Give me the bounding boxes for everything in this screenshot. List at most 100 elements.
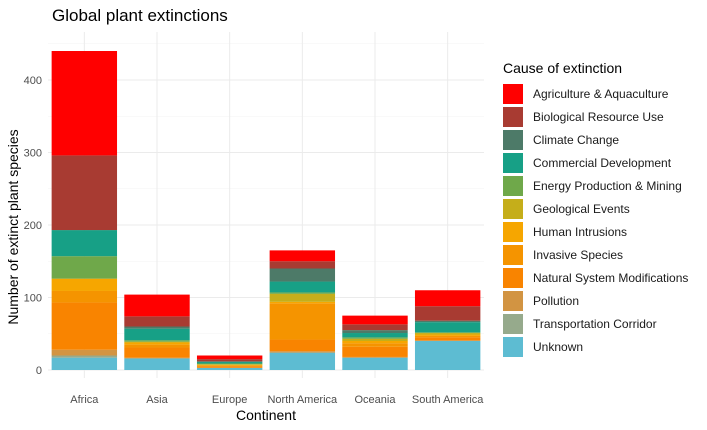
bar-segment: [414, 333, 481, 335]
legend-item: Energy Production & Mining: [503, 174, 688, 197]
bar-segment: [414, 335, 481, 338]
bar-segment: [124, 294, 190, 317]
legend-label: Climate Change: [533, 132, 620, 147]
legend-item: Pollution: [503, 289, 688, 312]
legend-swatch: [503, 221, 523, 242]
legend-label: Human Intrusions: [533, 224, 628, 239]
bar-segment: [124, 340, 190, 342]
legend-swatch: [503, 198, 523, 219]
bar-segment: [342, 356, 408, 358]
bar-segment: [196, 364, 263, 365]
legend-item: Biological Resource Use: [503, 105, 688, 128]
bar-segment: [269, 303, 336, 340]
bar-segment: [342, 315, 408, 325]
legend-label: Unknown: [533, 339, 584, 354]
bar-segment: [269, 268, 336, 282]
legend-label: Agriculture & Aquaculture: [533, 86, 669, 101]
legend-label: Pollution: [533, 293, 580, 308]
bar-segment: [51, 278, 118, 291]
bar-segment: [414, 320, 481, 323]
bar-segment: [51, 290, 118, 303]
bar-segment: [51, 51, 118, 156]
bar-segment: [124, 326, 190, 329]
bar-segment: [342, 346, 408, 357]
chart-title: Global plant extinctions: [52, 6, 228, 25]
bar-segment: [414, 341, 481, 370]
bar-segment: [196, 364, 263, 366]
legend-item: Human Intrusions: [503, 220, 688, 243]
bar-segment: [51, 349, 118, 356]
x-tick-label: Africa: [70, 394, 99, 406]
bar-segment: [269, 250, 336, 262]
bar-segment: [414, 306, 481, 321]
legend-label: Biological Resource Use: [533, 109, 664, 124]
y-tick-label: 200: [24, 220, 42, 232]
legend-swatch: [503, 152, 523, 173]
legend-title: Cause of extinction: [503, 60, 623, 76]
bar-segment: [124, 357, 190, 359]
legend-swatch: [503, 244, 523, 265]
bar-segment: [51, 256, 118, 279]
bar-segment: [196, 361, 263, 363]
y-tick-label: 400: [24, 75, 42, 87]
legend-item: Climate Change: [503, 128, 688, 151]
y-tick-label: 0: [36, 365, 42, 377]
x-tick-label: Asia: [146, 394, 168, 406]
bar-segment: [342, 330, 408, 334]
x-tick-label: South America: [412, 394, 484, 406]
y-axis-title: Number of extinct plant species: [5, 129, 21, 324]
bar-segment: [196, 363, 263, 365]
bar-segment: [124, 341, 190, 343]
bar-segment: [196, 365, 263, 367]
bar-segment: [269, 292, 336, 294]
bar-segment: [342, 333, 408, 338]
bar-segment: [124, 342, 190, 345]
legend-item: Commercial Development: [503, 151, 688, 174]
bar-segment: [124, 316, 190, 327]
x-tick-label: Europe: [212, 394, 247, 406]
bar-segment: [196, 359, 263, 362]
legend: Cause of extinction Agriculture & Aquacu…: [503, 60, 688, 358]
bar-segment: [342, 324, 408, 331]
bar-segment: [342, 357, 408, 370]
bar-segment: [269, 339, 336, 352]
legend-item: Invasive Species: [503, 243, 688, 266]
y-tick-label: 300: [24, 148, 42, 160]
y-tick-label: 100: [24, 293, 42, 305]
legend-swatch: [503, 175, 523, 196]
bar-segment: [414, 322, 481, 333]
x-tick-label: North America: [267, 394, 338, 406]
legend-label: Transportation Corridor: [533, 316, 657, 331]
bar-segment: [124, 344, 190, 348]
bar-segment: [414, 340, 481, 341]
bar-segment: [124, 347, 190, 358]
x-tick-label: Oceania: [355, 394, 397, 406]
legend-item: Natural System Modifications: [503, 266, 688, 289]
bar-segment: [196, 355, 263, 360]
axis-labels: 0 100 200 300 400 Africa Asia Europe North Ameri…: [24, 75, 485, 406]
legend-swatch: [503, 267, 523, 288]
legend-label: Invasive Species: [533, 247, 624, 262]
legend-item: Agriculture & Aquaculture: [503, 82, 688, 105]
legend-swatch: [503, 106, 523, 127]
bar-segment: [414, 337, 481, 341]
x-axis-title: Continent: [236, 407, 296, 423]
legend-swatch: [503, 129, 523, 150]
bar-segment: [196, 366, 263, 368]
bar-stacks: [51, 51, 481, 370]
bar-segment: [414, 290, 481, 307]
bar-segment: [51, 302, 118, 350]
bar-segment: [196, 362, 263, 364]
bar-segment: [51, 357, 118, 370]
legend-swatch: [503, 83, 523, 104]
bar-segment: [414, 334, 481, 336]
bar-segment: [342, 337, 408, 339]
bar-segment: [124, 358, 190, 370]
legend-label: Energy Production & Mining: [533, 178, 682, 193]
bar-segment: [51, 155, 118, 231]
bar-segment: [269, 281, 336, 293]
bar-segment: [51, 355, 118, 358]
legend-item: Transportation Corridor: [503, 312, 688, 335]
legend-label: Natural System Modifications: [533, 270, 689, 285]
